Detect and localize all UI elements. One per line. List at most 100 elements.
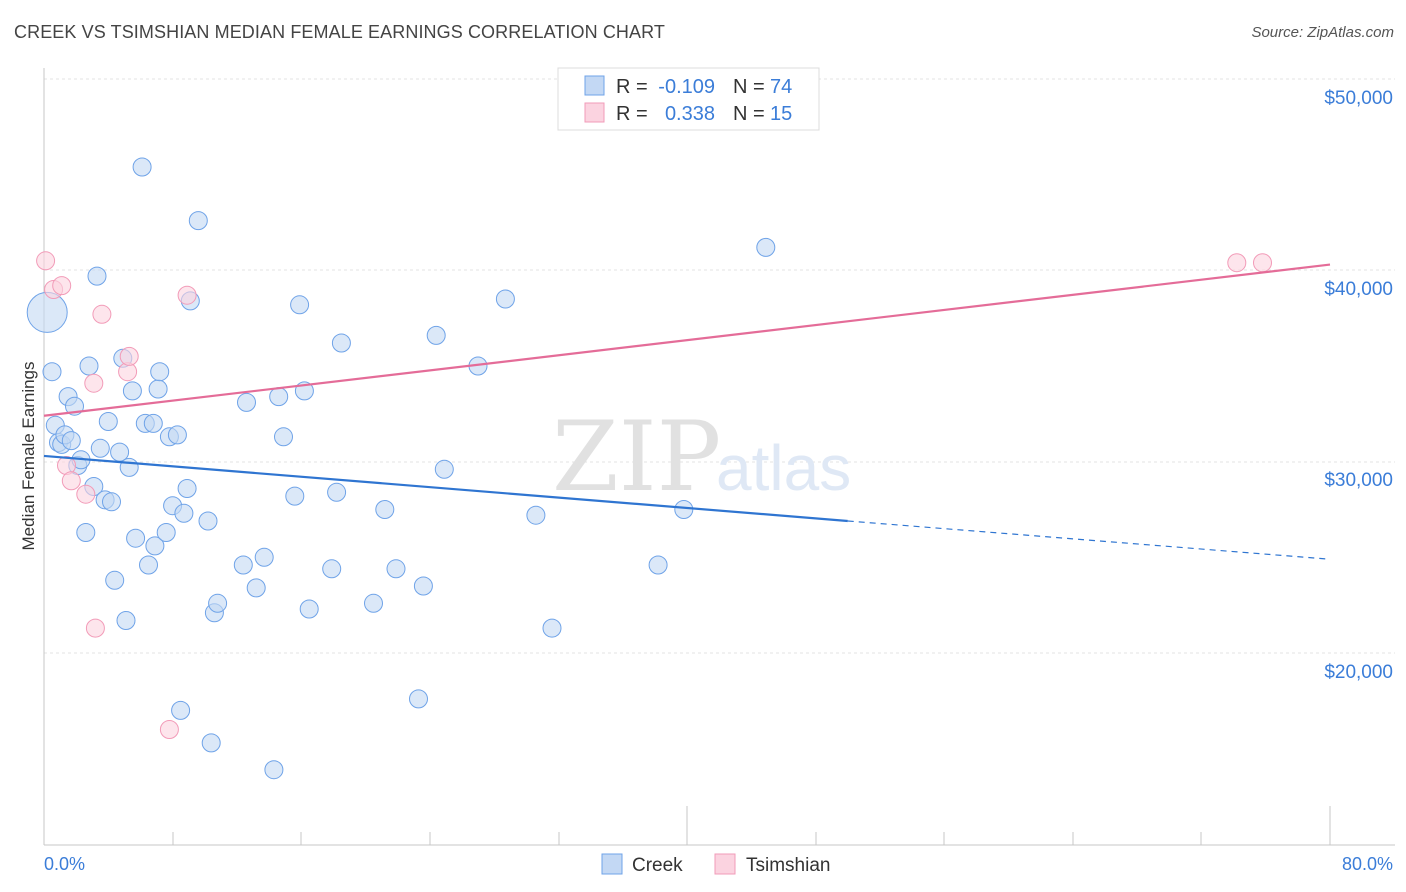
legend-creek-label: Creek [632, 855, 683, 876]
tsimshian-point [1253, 253, 1272, 273]
creek-point [105, 570, 125, 590]
creek-point [98, 412, 118, 431]
creek-point [119, 457, 139, 477]
creek-point [61, 431, 81, 451]
creek-point [26, 291, 68, 333]
legend-creek-swatch [601, 853, 623, 875]
tsimshian-n-label: N = [733, 103, 765, 125]
creek-point [208, 593, 228, 613]
creek-point [79, 356, 99, 376]
tsimshian-point [36, 251, 56, 271]
creek-point [76, 523, 96, 542]
watermark-zip: ZIP [552, 401, 721, 513]
creek-point [386, 559, 406, 579]
creek-point [756, 237, 776, 257]
creek-point [177, 479, 197, 498]
creek-point [364, 593, 383, 613]
chart-source: Source: ZipAtlas.com [1251, 24, 1394, 41]
creek-point [237, 392, 256, 412]
creek-point [542, 618, 562, 638]
creek-point [90, 438, 110, 458]
creek-point [327, 482, 347, 502]
creek-point [156, 523, 176, 542]
creek-point [269, 387, 289, 407]
creek-point [264, 760, 284, 780]
tsimshian-r-value: 0.338 [665, 103, 715, 125]
tsimshian-point [1227, 253, 1247, 273]
creek-point [648, 555, 668, 575]
creek-point [409, 689, 428, 709]
creek-point [233, 555, 253, 575]
creek-point [148, 379, 168, 399]
y-tick-label-20000: $20,000 [1324, 662, 1393, 683]
legend-tsimshian-swatch [714, 853, 736, 875]
creek-point [290, 295, 310, 315]
creek-point [145, 536, 165, 556]
creek-point [201, 733, 221, 753]
tsimshian-point [92, 304, 112, 324]
creek-point [188, 211, 208, 231]
tsimshian-point [52, 276, 72, 296]
legend-tsimshian-label: Tsimshian [746, 855, 830, 876]
x-ticks [172, 806, 1331, 845]
tsimshian-trend-line [43, 263, 1331, 417]
creek-point [171, 700, 191, 720]
tsimshian-r-label: R = [616, 103, 648, 125]
creek-point [426, 325, 446, 345]
stats-box: R = -0.109 N = 74 R = 0.338 N = 15 [557, 67, 820, 131]
creek-point [413, 576, 433, 596]
creek-n-value: 74 [770, 76, 792, 98]
creek-point [116, 611, 136, 630]
y-tick-label-30000: $30,000 [1324, 470, 1393, 491]
creek-trend-line [43, 454, 848, 523]
creek-swatch [584, 75, 605, 96]
creek-point [322, 559, 342, 579]
x-tick-label-max: 80.0% [1342, 854, 1393, 874]
creek-point [331, 333, 351, 353]
creek-point [150, 362, 170, 382]
tsimshian-point [85, 618, 105, 638]
tsimshian-point [159, 720, 179, 739]
legend: Creek Tsimshian [601, 853, 830, 876]
chart-title: CREEK VS TSIMSHIAN MEDIAN FEMALE EARNING… [14, 22, 666, 42]
creek-r-label: R = [616, 76, 648, 98]
tsimshian-n-value: 15 [770, 103, 792, 125]
creek-point [198, 511, 218, 531]
y-tick-label-50000: $50,000 [1324, 88, 1393, 109]
tsimshian-point [61, 471, 81, 491]
creek-trend-extension [847, 520, 1331, 560]
creek-point [254, 547, 274, 567]
creek-point [139, 555, 158, 575]
points-layer [26, 157, 1272, 780]
creek-point [122, 381, 142, 401]
tsimshian-point [177, 285, 197, 305]
x-tick-label-min: 0.0% [44, 854, 85, 874]
creek-point [126, 528, 146, 548]
tsimshian-point [119, 346, 139, 366]
creek-point [42, 362, 62, 382]
watermark-atlas: atlas [716, 432, 851, 504]
tsimshian-swatch [584, 102, 605, 123]
creek-point [375, 500, 395, 519]
creek-point [274, 427, 293, 447]
creek-point [132, 157, 152, 177]
creek-point [285, 486, 305, 506]
creek-point [434, 459, 454, 479]
watermark: ZIP atlas [552, 401, 851, 513]
creek-point [102, 492, 121, 512]
y-axis-label: Median Female Earnings [19, 362, 38, 551]
tsimshian-point [76, 484, 96, 504]
creek-point [110, 442, 130, 462]
creek-point [674, 500, 694, 519]
creek-point [495, 289, 515, 309]
trend-layer [43, 263, 1331, 560]
creek-point [526, 505, 546, 525]
creek-point [299, 599, 319, 619]
creek-point [246, 578, 266, 598]
tsimshian-point [84, 373, 104, 393]
creek-point [174, 503, 194, 523]
creek-point [143, 413, 163, 433]
y-tick-label-40000: $40,000 [1324, 279, 1393, 300]
creek-point [87, 266, 107, 286]
